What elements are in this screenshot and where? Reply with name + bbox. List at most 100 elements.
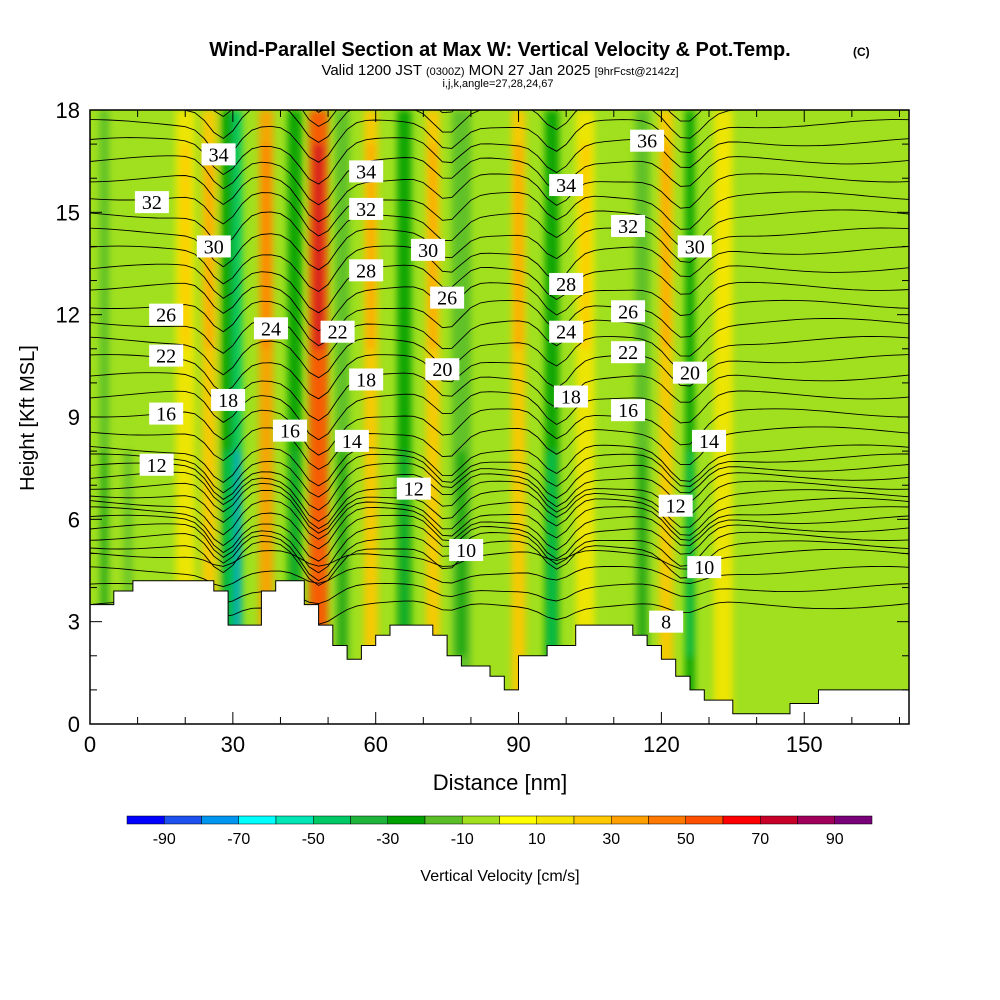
theta-label: 26 [149, 303, 184, 327]
theta-label-text: 30 [418, 240, 438, 262]
theta-label: 34 [201, 143, 236, 166]
theta-label: 22 [611, 341, 646, 364]
colorbar-tick-label: -70 [227, 831, 250, 848]
colorbar-swatch [760, 815, 798, 825]
theta-label: 32 [611, 214, 646, 238]
y-tick-label: 6 [68, 507, 80, 532]
theta-contour [90, 227, 909, 271]
colorbar-tick-label: 90 [826, 831, 844, 848]
theta-label: 10 [687, 556, 722, 579]
theta-contour [90, 263, 909, 314]
theta-label: 18 [349, 368, 384, 391]
theta-label-box [449, 539, 484, 562]
theta-contour [90, 336, 909, 379]
theta-label-text: 16 [280, 421, 300, 443]
theta-label: 36 [630, 129, 665, 153]
w-band-core [123, 451, 133, 656]
theta-label: 14 [692, 429, 727, 453]
theta-label-text: 16 [618, 400, 638, 422]
theta-label: 16 [272, 419, 307, 443]
theta-label: 28 [349, 259, 384, 282]
colorbar-tick-label: 10 [528, 831, 546, 848]
w-band [685, 110, 695, 724]
theta-label: 30 [677, 235, 712, 258]
w-band-core [400, 451, 408, 656]
theta-label-box [411, 238, 446, 261]
w-band-core [224, 451, 232, 656]
theta-label-box [253, 317, 288, 340]
w-band-core [313, 144, 324, 349]
theta-label-text: 18 [356, 369, 376, 391]
theta-label-text: 34 [556, 175, 576, 197]
w-band-core [580, 144, 590, 349]
theta-label: 12 [396, 477, 431, 501]
subtitle-valid: Valid 1200 JST [321, 62, 421, 79]
theta-label-box [611, 399, 646, 422]
theta-contour-labels: 34 32 30 26 24 22 18 16 16 14 12 34 32 28 22 18 30 26 20 12… [134, 129, 727, 634]
theta-label: 32 [349, 197, 384, 221]
colorbar-swatch [387, 815, 426, 825]
theta-label-box [149, 344, 184, 367]
theta-label-box [549, 320, 584, 343]
copyright-mark: (C) [853, 45, 870, 59]
colorbar-tick-label: -50 [302, 831, 325, 848]
theta-label: 34 [549, 174, 584, 197]
theta-label-text: 26 [618, 301, 638, 323]
theta-label-text: 22 [618, 342, 638, 364]
colorbar-swatch [685, 815, 724, 825]
theta-label-box [549, 272, 584, 295]
theta-label-text: 36 [637, 131, 657, 153]
w-band [232, 110, 243, 724]
colorbar-swatch [536, 815, 575, 825]
theta-label: 18 [211, 388, 246, 412]
y-axis-label: Height [Kft MSL] [17, 345, 39, 491]
theta-label-text: 24 [261, 318, 281, 340]
theta-label-box [692, 429, 727, 452]
theta-contour [90, 453, 909, 498]
theta-label-box [425, 358, 460, 381]
theta-contour [90, 408, 909, 456]
theta-label-box [611, 214, 646, 237]
theta-label-text: 12 [666, 496, 686, 518]
colorbar-swatch [350, 815, 388, 825]
theta-contour [90, 155, 909, 206]
theta-contour [90, 245, 909, 293]
colorbar-tick-label: -90 [153, 831, 176, 848]
colorbar-tick-label: 70 [751, 831, 769, 848]
theta-contour [90, 444, 909, 487]
theta-label-text: 28 [556, 274, 576, 296]
theta-contour [90, 523, 909, 574]
theta-contour [170, 110, 739, 143]
chart-params: i,j,k,angle=27,28,24,67 [442, 78, 553, 90]
terrain-mask [90, 580, 909, 724]
colorbar-tick-label: 30 [602, 831, 620, 848]
theta-label-box [349, 197, 384, 220]
theta-contour [90, 565, 909, 588]
theta-label-text: 26 [437, 288, 457, 310]
subtitle-forecast: [9hrFcst@2142z] [595, 66, 679, 78]
theta-label-box [677, 235, 712, 258]
x-tick-label: 150 [786, 732, 823, 757]
theta-label-box [687, 556, 722, 579]
theta-contour [90, 137, 909, 185]
theta-label-text: 32 [618, 216, 638, 238]
x-tick-label: 60 [363, 732, 387, 757]
theta-contour [90, 173, 909, 223]
colorbar-label: Vertical Velocity [cm/s] [420, 868, 579, 885]
theta-label-text: 28 [356, 260, 376, 282]
theta-contour [90, 299, 909, 347]
colorbar-swatch [648, 815, 686, 825]
theta-label-box [349, 259, 384, 282]
w-band-core [180, 144, 190, 349]
theta-label: 16 [149, 402, 184, 426]
theta-contour [90, 480, 909, 530]
theta-contour [90, 540, 909, 587]
theta-label-text: 22 [156, 346, 176, 368]
w-band-core [514, 144, 523, 349]
theta-label-box [549, 174, 584, 197]
theta-label-box [149, 402, 184, 425]
theta-label: 30 [411, 238, 446, 262]
theta-label-box [630, 129, 665, 152]
